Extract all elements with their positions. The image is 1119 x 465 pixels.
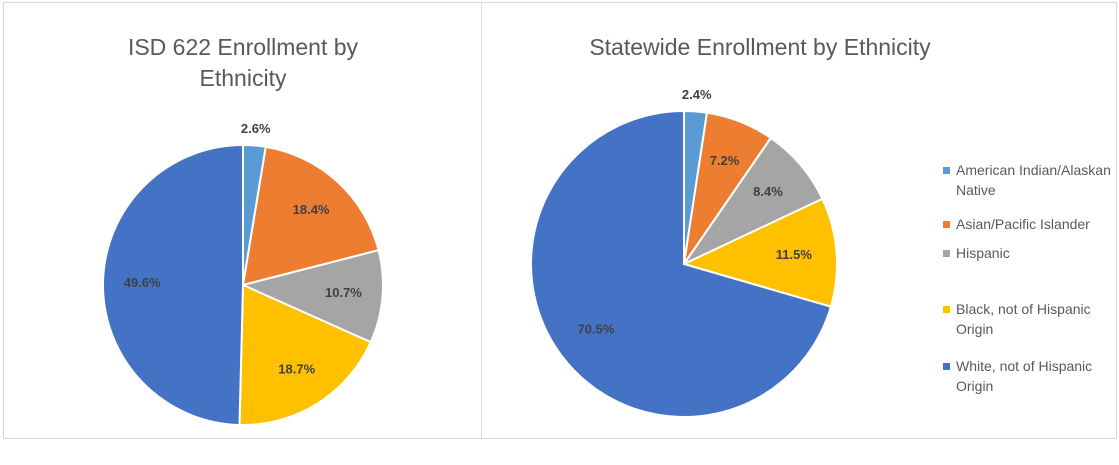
legend-swatch <box>943 167 950 174</box>
pie-slice <box>681 197 838 308</box>
legend-item: Asian/Pacific Islander <box>943 214 1115 234</box>
data-label: 18.7% <box>278 362 315 377</box>
legend-item: White, not of Hispanic Origin <box>943 356 1115 396</box>
data-label: 18.4% <box>293 202 330 217</box>
legend-item: Hispanic <box>943 243 1115 263</box>
legend-swatch <box>943 306 950 313</box>
data-label: 2.6% <box>241 121 271 136</box>
chart-title: ISD 622 Enrollment by Ethnicity <box>127 34 359 91</box>
data-label: 11.5% <box>776 247 813 262</box>
legend-label: Black, not of Hispanic Origin <box>956 301 1091 337</box>
data-label: 10.7% <box>325 285 362 300</box>
data-label: 2.4% <box>682 87 712 102</box>
legend-swatch <box>943 363 950 370</box>
data-label: 70.5% <box>577 322 614 337</box>
legend-label: Asian/Pacific Islander <box>956 216 1090 232</box>
data-label: 49.6% <box>124 275 161 290</box>
pie-slice <box>530 109 833 418</box>
data-label: 7.2% <box>710 153 740 168</box>
pie-slice <box>241 145 380 287</box>
legend-swatch <box>943 250 950 257</box>
pie-slice <box>238 283 373 426</box>
legend-label: American Indian/Alaskan Native <box>956 162 1111 198</box>
legend-swatch <box>943 221 950 228</box>
pie-slice <box>239 248 384 344</box>
legend-item: Black, not of Hispanic Origin <box>943 299 1115 339</box>
legend-label: White, not of Hispanic Origin <box>956 358 1093 394</box>
pie-slice <box>102 143 244 426</box>
chart-title: Statewide Enrollment by Ethnicity <box>589 34 931 60</box>
data-label: 8.4% <box>753 184 783 199</box>
legend-label: Hispanic <box>956 245 1010 261</box>
legend-item: American Indian/Alaskan Native <box>943 160 1115 200</box>
